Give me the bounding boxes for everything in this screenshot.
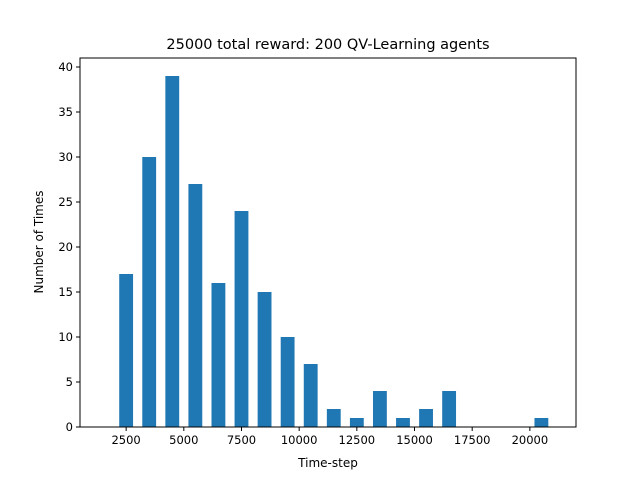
bar-4500 xyxy=(165,76,180,427)
x-axis-label: Time-step xyxy=(297,456,358,470)
y-tick-label: 40 xyxy=(58,60,73,74)
y-tick-label: 10 xyxy=(58,330,73,344)
bar-10500 xyxy=(303,364,318,427)
x-tick-label: 20000 xyxy=(512,433,549,447)
bar-20500 xyxy=(534,418,549,427)
bar-7500 xyxy=(234,211,249,427)
x-tick-label: 12500 xyxy=(339,433,376,447)
y-tick-label: 30 xyxy=(58,150,73,164)
x-tick-label: 5000 xyxy=(169,433,198,447)
y-tick-label: 15 xyxy=(58,285,73,299)
y-axis-label: Number of Times xyxy=(32,190,46,293)
bar-16500 xyxy=(442,391,457,427)
bar-5500 xyxy=(188,184,203,427)
bar-13500 xyxy=(372,391,387,427)
bar-11500 xyxy=(326,409,341,427)
bar-12500 xyxy=(349,418,364,427)
bar-6500 xyxy=(211,283,226,427)
bar-14500 xyxy=(396,418,410,427)
plot-frame xyxy=(79,57,577,428)
x-tick-label: 10000 xyxy=(281,433,318,447)
y-axis-ticks: 0 5 10 15 20 25 30 35 40 xyxy=(58,60,80,434)
y-tick-label: 35 xyxy=(58,105,73,119)
x-tick-label: 2500 xyxy=(111,433,140,447)
bar-2500 xyxy=(119,274,134,427)
x-tick-label: 7500 xyxy=(227,433,256,447)
y-tick-label: 0 xyxy=(66,420,73,434)
y-tick-label: 5 xyxy=(66,375,73,389)
bar-15500 xyxy=(419,409,433,427)
bars-group xyxy=(119,76,549,427)
bar-9500 xyxy=(280,337,295,427)
chart-title: 25000 total reward: 200 QV-Learning agen… xyxy=(166,37,489,53)
x-tick-label: 15000 xyxy=(396,433,433,447)
x-tick-label: 17500 xyxy=(454,433,491,447)
y-tick-label: 25 xyxy=(58,195,73,209)
bar-8500 xyxy=(257,292,272,427)
x-axis-ticks: 2500 5000 7500 10000 12500 15000 17500 20000 xyxy=(111,427,548,447)
y-tick-label: 20 xyxy=(58,240,73,254)
bar-3500 xyxy=(142,157,157,427)
